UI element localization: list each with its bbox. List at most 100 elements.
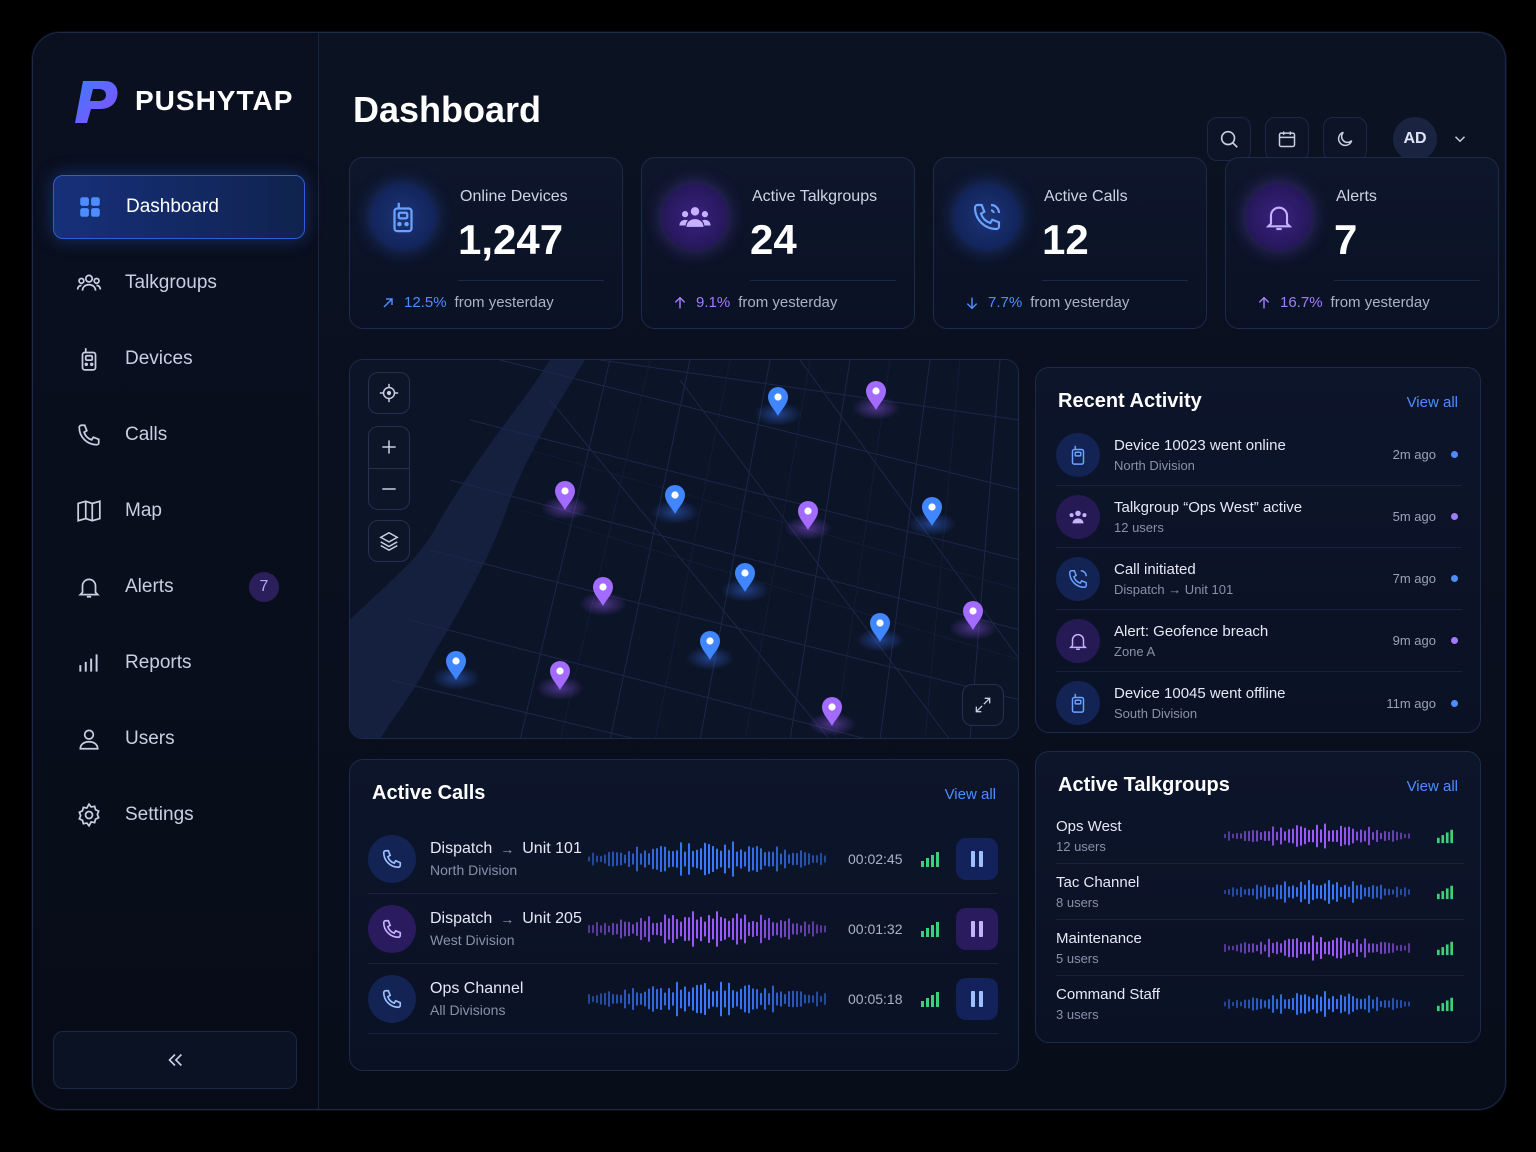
crosshair-icon: [379, 383, 399, 403]
brand[interactable]: PUSHYTAP: [69, 75, 293, 127]
calendar-button[interactable]: [1265, 117, 1309, 161]
bell-icon: [75, 573, 103, 601]
phone-call-icon: [1056, 556, 1100, 601]
bell-icon: [1056, 618, 1100, 663]
zoom-controls: [368, 426, 410, 510]
sidebar-item-devices[interactable]: Devices: [53, 327, 305, 391]
expand-icon: [975, 697, 991, 713]
radio-icon: [1056, 681, 1100, 725]
divider: [368, 467, 410, 469]
kpi-trend-pct: 9.1%: [696, 294, 731, 311]
talkgroups-list: Ops West 12 users Tac Channel 8 users Main…: [1056, 808, 1464, 1032]
zoom-out-button[interactable]: [368, 468, 410, 509]
sidebar-item-label: Users: [125, 728, 175, 749]
sidebar-item-talkgroups[interactable]: Talkgroups: [53, 251, 305, 315]
view-all-link[interactable]: View all: [1406, 394, 1458, 411]
map-pin-icon: [665, 485, 685, 514]
pause-button[interactable]: [956, 837, 998, 880]
device-map[interactable]: [349, 359, 1019, 739]
talkgroup-row[interactable]: Tac Channel 8 users: [1056, 864, 1464, 920]
theme-toggle-button[interactable]: [1323, 117, 1367, 161]
list-item[interactable]: Device 10045 went offline South Division …: [1056, 672, 1462, 734]
panel-title: Recent Activity: [1058, 390, 1202, 412]
view-all-link[interactable]: View all: [944, 786, 996, 803]
kpi-card-online-devices[interactable]: Online Devices 1,247 12.5% from yesterda…: [349, 157, 623, 329]
fullscreen-button[interactable]: [962, 684, 1004, 726]
pause-button[interactable]: [956, 977, 998, 1020]
sidebar-item-dashboard[interactable]: Dashboard: [53, 175, 305, 239]
sidebar-item-settings[interactable]: Settings: [53, 783, 305, 847]
audio-waveform: [588, 981, 826, 1016]
call-row[interactable]: Dispatch → Unit 101 North Division 00:02:4…: [368, 824, 998, 894]
map-canvas[interactable]: [350, 360, 1019, 739]
kpi-card-active-talkgroups[interactable]: Active Talkgroups 24 9.1% from yesterday: [641, 157, 915, 329]
view-all-link[interactable]: View all: [1406, 778, 1458, 795]
call-subtitle: West Division: [430, 931, 515, 948]
audio-waveform: [588, 910, 826, 947]
list-item[interactable]: Device 10023 went online North Division 2…: [1056, 424, 1462, 486]
app-window: PUSHYTAP Dashboard Talkgroups Devices: [32, 32, 1506, 1110]
map-pin-icon: [963, 601, 983, 630]
list-item[interactable]: Call initiated Dispatch → Unit 101 7m ago: [1056, 548, 1462, 610]
activity-subtitle: North Division: [1114, 457, 1195, 473]
bar-chart-icon: [75, 649, 103, 677]
list-item[interactable]: Alert: Geofence breach Zone A 9m ago: [1056, 610, 1462, 672]
call-duration: 00:05:18: [848, 990, 903, 1007]
sidebar-item-alerts[interactable]: Alerts 7: [53, 555, 305, 619]
search-button[interactable]: [1207, 117, 1251, 161]
sidebar-item-reports[interactable]: Reports: [53, 631, 305, 695]
talkgroup-users: 12 users: [1056, 838, 1106, 854]
kpi-card-active-calls[interactable]: Active Calls 12 7.7% from yesterday: [933, 157, 1207, 329]
activity-list: Device 10023 went online North Division 2…: [1056, 424, 1462, 734]
minus-icon: [382, 487, 396, 490]
kpi-card-alerts[interactable]: Alerts 7 16.7% from yesterday: [1225, 157, 1499, 329]
map-pin-icon: [798, 501, 818, 530]
header-actions: AD: [1207, 117, 1469, 161]
map-pin-icon: [593, 577, 613, 606]
map-pin-icon: [735, 563, 755, 592]
avatar[interactable]: AD: [1393, 117, 1437, 161]
status-dot: [1451, 451, 1458, 458]
user-icon: [75, 725, 103, 753]
map-pin-center: [671, 491, 679, 499]
talkgroup-row[interactable]: Command Staff 3 users: [1056, 976, 1464, 1032]
zoom-in-button[interactable]: [368, 427, 410, 468]
audio-waveform: [1224, 822, 1410, 849]
arrow-up-icon: [1258, 296, 1270, 308]
gear-icon: [75, 801, 103, 829]
map-pin-icon: [446, 651, 466, 680]
signal-icon: [1437, 885, 1453, 899]
sidebar-item-calls[interactable]: Calls: [53, 403, 305, 467]
sidebar-item-label: Dashboard: [126, 196, 219, 217]
pause-button[interactable]: [956, 907, 998, 950]
activity-title: Call initiated: [1114, 560, 1196, 578]
kpi-trend-caption: from yesterday: [1330, 294, 1430, 311]
kpi-trend-caption: from yesterday: [454, 294, 554, 311]
collapse-sidebar-button[interactable]: [53, 1031, 297, 1089]
brand-logo-icon: [75, 81, 118, 123]
activity-subtitle: 12 users: [1114, 519, 1164, 535]
sidebar-item-users[interactable]: Users: [53, 707, 305, 771]
panel-title: Active Talkgroups: [1058, 774, 1230, 796]
sidebar-item-map[interactable]: Map: [53, 479, 305, 543]
map-pin-center: [561, 487, 569, 495]
status-dot: [1451, 575, 1458, 582]
radio-icon: [75, 345, 103, 373]
chevrons-left-icon: [168, 1053, 183, 1067]
call-row[interactable]: Dispatch → Unit 205 West Division 00:01:32: [368, 894, 998, 964]
list-item[interactable]: Talkgroup “Ops West” active 12 users 5m a…: [1056, 486, 1462, 548]
kpi-trend: 7.7% from yesterday: [964, 294, 1129, 311]
layers-icon: [379, 531, 399, 552]
locate-button[interactable]: [368, 372, 410, 414]
map-pin-center: [876, 619, 884, 627]
talkgroup-row[interactable]: Maintenance 5 users: [1056, 920, 1464, 976]
chevron-down-icon[interactable]: [1451, 130, 1469, 148]
kpi-value: 7: [1334, 216, 1358, 263]
layers-button[interactable]: [368, 520, 410, 562]
signal-icon: [1437, 829, 1453, 843]
call-row[interactable]: Ops Channel All Divisions 00:05:18: [368, 964, 998, 1034]
status-dot: [1451, 699, 1458, 707]
phone-icon: [368, 834, 416, 883]
talkgroup-row[interactable]: Ops West 12 users: [1056, 808, 1464, 864]
sidebar-item-label: Talkgroups: [125, 272, 217, 293]
